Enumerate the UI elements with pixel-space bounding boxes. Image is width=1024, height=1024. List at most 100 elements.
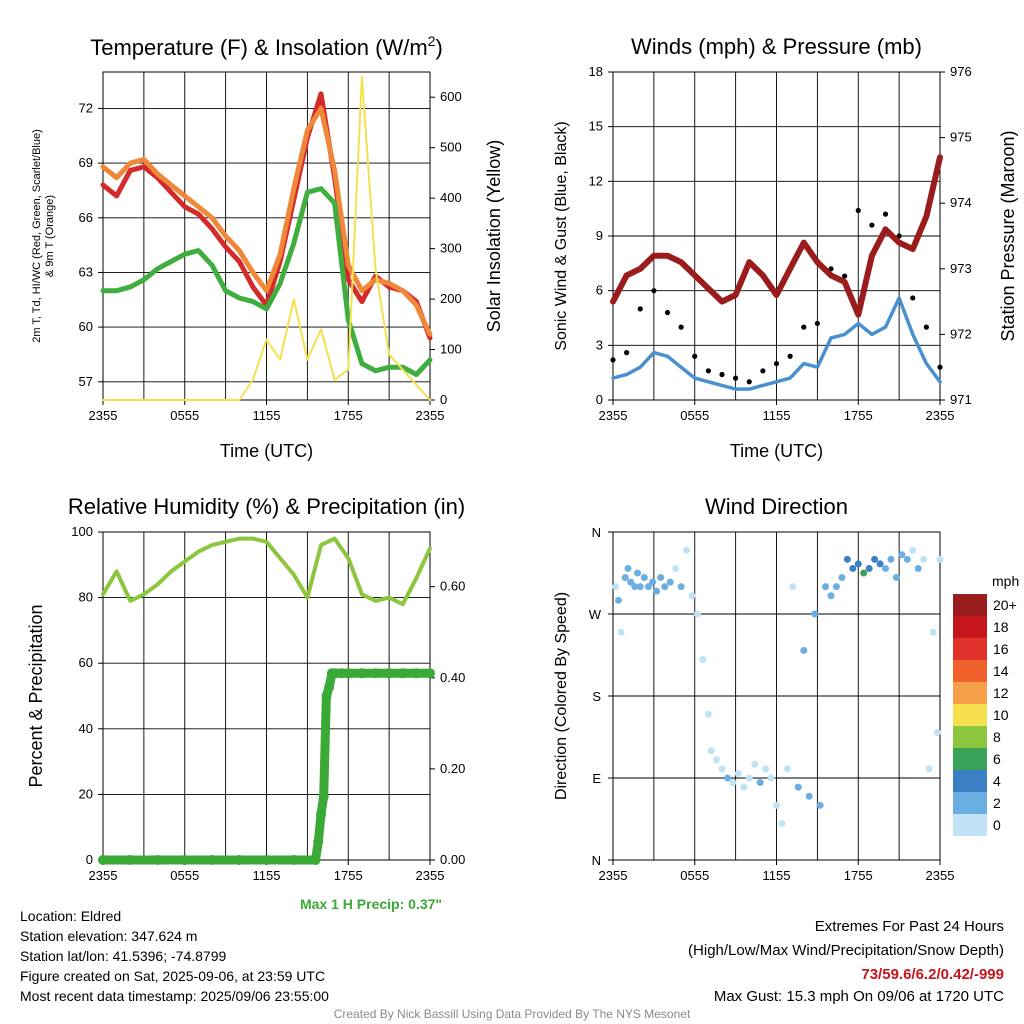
wdir-point <box>767 774 775 782</box>
temp-y-tick-label-right: 400 <box>440 190 462 205</box>
rh-x-tick-label: 2355 <box>416 868 445 883</box>
wdir-y-tick-label: N <box>592 525 601 540</box>
winds-series-gust-point <box>773 360 780 367</box>
wdir-point <box>936 555 944 563</box>
temp-y-tick-label-right: 200 <box>440 291 462 306</box>
wdir-colorbar-title: mph <box>992 573 1019 589</box>
rh-y-tick-label: 80 <box>79 590 93 605</box>
wdir-colorbar-swatch <box>953 770 987 792</box>
winds-series-gust-point <box>869 222 875 228</box>
winds-series-gust-point <box>801 324 807 330</box>
wdir-colorbar-swatch <box>953 726 987 748</box>
wdir-point <box>718 765 726 773</box>
winds-y-tick-label: 18 <box>589 64 603 79</box>
temp-y-tick-label: 69 <box>79 155 93 170</box>
wdir-point <box>832 583 840 591</box>
wdir-colorbar-swatch <box>953 594 987 616</box>
wdir-point <box>693 610 701 618</box>
temp-x-label: Time (UTC) <box>220 441 313 461</box>
wdir-colorbar-swatch <box>953 682 987 704</box>
winds-series-gust-point <box>610 357 616 363</box>
winds-series-gust-point <box>705 368 711 374</box>
wdir-colorbar-label: 20+ <box>993 597 1017 613</box>
winds-x-tick-label: 1755 <box>844 408 873 423</box>
wdir-point <box>704 710 712 718</box>
temp-y-tick-label-right: 500 <box>440 140 462 155</box>
winds-x-tick-label: 1155 <box>763 408 791 423</box>
temp-y-tick-label-right: 600 <box>440 89 462 104</box>
max-gust-text: Max Gust: 15.3 mph On 09/06 at 1720 UTC <box>713 988 1004 1005</box>
winds-y-tick-label: 0 <box>596 392 603 407</box>
wdir-point <box>909 546 917 554</box>
wdir-point <box>723 774 731 782</box>
winds-series-gust-point <box>624 350 630 356</box>
winds-y-tick-label-right: 972 <box>950 326 972 341</box>
rh-y-tick-label-right: 0.20 <box>440 761 465 776</box>
wdir-point <box>707 747 715 755</box>
wdir-y-label: Direction (Colored By Speed) <box>553 592 570 800</box>
wdir-point <box>621 574 629 582</box>
wdir-colorbar-swatch <box>953 660 987 682</box>
wdir-x-tick-label: 1155 <box>763 868 791 883</box>
winds-series-gust-point <box>760 368 766 374</box>
elevation-text: Station elevation: 347.624 m <box>20 928 198 944</box>
wdir-point <box>805 792 813 800</box>
wdir-point <box>756 779 764 787</box>
wdir-point <box>843 555 851 563</box>
temp-title-end: ) <box>435 35 442 60</box>
wdir-point <box>925 765 933 773</box>
wdir-point <box>860 569 868 577</box>
created-text: Figure created on Sat, 2025-09-06, at 23… <box>20 968 326 984</box>
temp-x-tick-label: 0555 <box>170 408 199 423</box>
wdir-point <box>699 656 707 664</box>
extremes-values: 73/59.6/6.2/0.42/-999 <box>861 966 1004 983</box>
winds-series-gust-point <box>746 379 752 385</box>
extremes-title: Extremes For Past 24 Hours <box>814 918 1004 935</box>
wdir-title: Wind Direction <box>705 494 848 519</box>
winds-series-gust-point <box>923 324 929 330</box>
winds-series-gust-point <box>937 364 943 370</box>
winds-x-tick-label: 0555 <box>680 408 709 423</box>
wdir-point <box>661 583 669 591</box>
wdir-y-tick-label: W <box>589 607 602 622</box>
temp-x-tick-label: 1755 <box>334 408 363 423</box>
wdir-colorbar-label: 12 <box>993 685 1009 701</box>
wdir-point <box>740 783 748 791</box>
temp-series-solar-insolation <box>102 76 431 401</box>
rh-y-tick-label: 0 <box>86 852 93 867</box>
winds-y-label-right: Station Pressure (Maroon) <box>998 130 1018 341</box>
wdir-point <box>789 583 797 591</box>
rh-y-tick-label: 60 <box>79 655 93 670</box>
rh-y-label: Percent & Precipitation <box>26 604 46 787</box>
wdir-colorbar-label: 10 <box>993 707 1009 723</box>
winds-x-label: Time (UTC) <box>730 441 823 461</box>
winds-y-tick-label: 15 <box>589 119 603 134</box>
wdir-point <box>688 592 696 600</box>
temp-y-tick-label-right: 100 <box>440 342 462 357</box>
wdir-point <box>783 765 791 773</box>
rh-series-relative-humidity <box>101 536 432 607</box>
rh-series-precipitation-band <box>98 668 435 865</box>
winds-y-tick-label-right: 976 <box>950 64 972 79</box>
winds-y-tick-label-right: 973 <box>950 261 972 276</box>
wdir-colorbar-label: 6 <box>993 751 1001 767</box>
temp-x-tick-label: 1155 <box>253 408 281 423</box>
winds-series-gust-point <box>842 273 848 279</box>
rh-x-tick-label: 1755 <box>334 868 363 883</box>
wdir-y-tick-label: S <box>592 689 601 704</box>
temp-y-label-line2: & 9m T (Orange) <box>44 195 56 277</box>
wdir-point <box>933 728 941 736</box>
recent-text: Most recent data timestamp: 2025/09/06 2… <box>20 988 329 1004</box>
wdir-point <box>773 801 780 809</box>
temp-title-main: Temperature (F) & Insolation (W/m <box>90 35 427 60</box>
temp-title-sup: 2 <box>428 33 436 49</box>
wdir-point <box>811 610 819 618</box>
winds-y-tick-label-right: 974 <box>950 195 972 210</box>
wdir-y-tick-label: N <box>592 853 601 868</box>
wdir-point <box>876 560 884 568</box>
winds-series-gust-point <box>692 353 698 359</box>
wdir-colorbar-label: 14 <box>993 663 1009 679</box>
wdir-x-tick-label: 2355 <box>926 868 955 883</box>
wdir-point <box>617 628 625 636</box>
wdir-point <box>887 555 895 563</box>
